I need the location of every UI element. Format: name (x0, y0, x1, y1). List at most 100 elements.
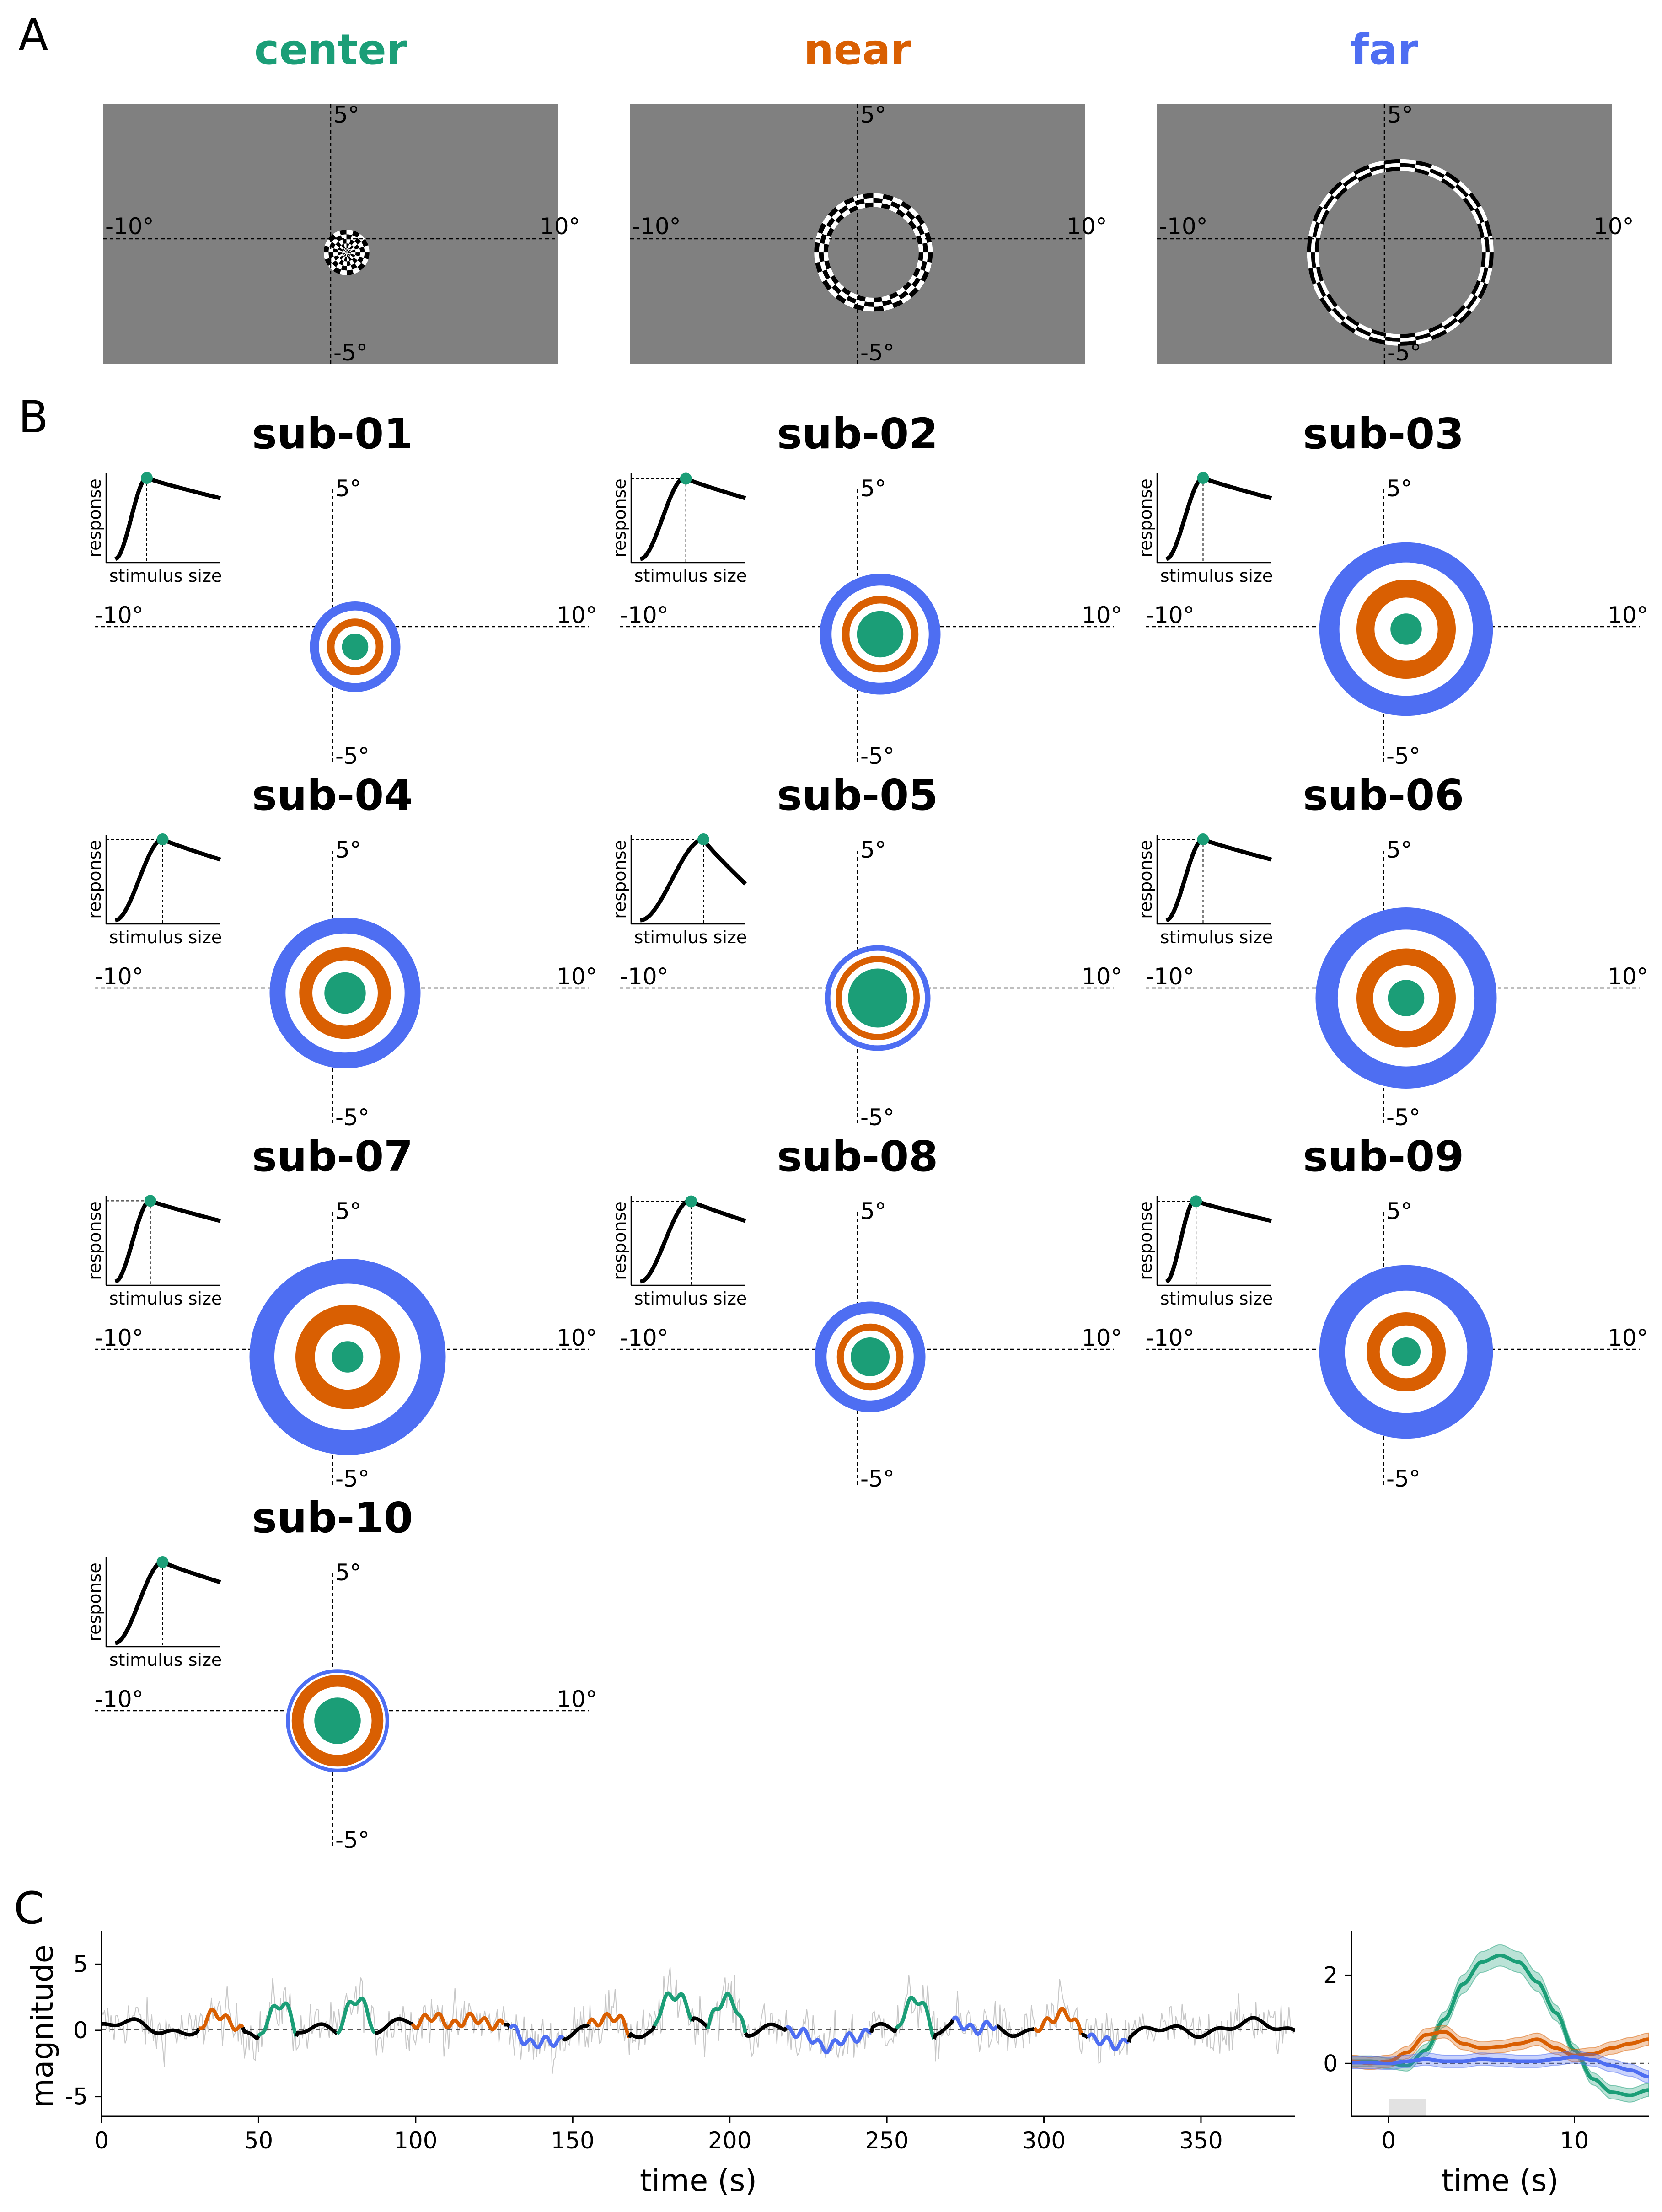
trace-segment-far (951, 2015, 998, 2036)
tick-label-left: -10° (1146, 963, 1195, 990)
trace-segment-baseline (690, 2016, 710, 2030)
tick-label-bottom: -5° (335, 743, 370, 769)
inset-xlabel: stimulus size (634, 566, 747, 586)
trace-segment-baseline (744, 2022, 788, 2038)
x-tick-label: 300 (1022, 2127, 1066, 2154)
center-disk (330, 1340, 365, 1374)
trace-segment-baseline (869, 2022, 898, 2034)
tuning-peak (1197, 833, 1209, 845)
stimulus-title-far: far (1351, 25, 1418, 74)
tuning-curve (114, 1198, 221, 1284)
trace-segment-baseline (241, 2027, 260, 2040)
tick-label-top: 5° (860, 837, 886, 863)
tick-label-bottom: -5° (333, 339, 368, 366)
tick-label-left: -10° (620, 1325, 669, 1351)
trace-segment-center (336, 1996, 376, 2035)
timeseries-xlabel: time (s) (640, 2163, 757, 2198)
tuning-peak (1190, 1195, 1202, 1208)
checkerboard-far (1307, 159, 1494, 346)
center-disk (855, 609, 905, 659)
inset-xlabel: stimulus size (1160, 566, 1273, 586)
tick-label-left: -10° (1159, 213, 1208, 240)
tuning-peak (156, 1556, 169, 1568)
er-x-tick-label: 10 (1560, 2127, 1589, 2154)
raw-signal (102, 1967, 1295, 2074)
tick-label-bottom: -5° (860, 743, 895, 769)
trace-segment-baseline (562, 2023, 590, 2042)
x-tick-label: 150 (551, 2127, 595, 2154)
tick-label-right: 10° (1593, 213, 1634, 240)
panel-label-a: A (18, 10, 48, 61)
event-related-xlabel: time (s) (1442, 2163, 1559, 2198)
tick-label-right: 10° (1608, 963, 1648, 990)
tick-label-right: 10° (557, 602, 597, 628)
tuning-curve (1165, 1198, 1272, 1284)
tick-label-left: -10° (95, 1325, 144, 1351)
tick-label-top: 5° (335, 1559, 361, 1586)
inset-ylabel: response (1136, 478, 1156, 558)
y-tick-label: 5 (73, 1951, 88, 1977)
x-tick-label: 0 (94, 2127, 109, 2154)
panel-label-b: B (18, 392, 48, 443)
tick-label-bottom: -5° (335, 1466, 370, 1492)
tick-label-right: 10° (1608, 1325, 1648, 1351)
tick-label-bottom: -5° (335, 1827, 370, 1853)
tick-label-bottom: -5° (860, 339, 895, 366)
tick-label-top: 5° (1386, 1198, 1412, 1224)
subject-title: sub-01 (252, 409, 413, 458)
trace-segment-center (706, 1992, 747, 2034)
tuning-peak (144, 1195, 156, 1207)
inset-xlabel: stimulus size (1160, 927, 1273, 947)
inset-ylabel: response (1136, 840, 1156, 919)
inset-xlabel: stimulus size (109, 566, 222, 586)
trace-segment-center (257, 2001, 298, 2037)
tick-label-right: 10° (557, 1686, 597, 1713)
x-tick-label: 50 (244, 2127, 273, 2154)
tick-label-bottom: -5° (1386, 743, 1421, 769)
tick-label-right: 10° (1082, 963, 1122, 990)
subject-title: sub-04 (252, 771, 413, 820)
tick-label-right: 10° (540, 213, 580, 240)
inset-xlabel: stimulus size (109, 1650, 222, 1670)
stimulus-window (1389, 2099, 1426, 2116)
tuning-peak (1197, 472, 1209, 484)
stimulus-near: near 5° -5° -10° 10° (630, 25, 1107, 366)
inset-xlabel: stimulus size (1160, 1289, 1273, 1309)
tuning-peak (697, 833, 709, 845)
timeseries-ylabel: magnitude (25, 1944, 60, 2108)
stimulus-title-near: near (804, 25, 911, 74)
trace-segment-far (785, 2025, 872, 2055)
tick-label-bottom: -5° (1387, 339, 1421, 366)
stimulus-center: center 5° -5° -10° 10° (103, 25, 580, 366)
tick-label-left: -10° (620, 963, 669, 990)
tick-label-left: -10° (95, 1686, 144, 1713)
tuning-curve (640, 837, 747, 923)
inset-ylabel: response (1136, 1201, 1156, 1280)
timeseries-chart: 0 50 100 150 200 250 300 350-505 time (s) magni… (25, 1931, 1295, 2198)
trace-segment-near (198, 2007, 245, 2032)
trace-segment-baseline (627, 2025, 656, 2040)
tuning-peak (685, 1195, 697, 1208)
tick-label-left: -10° (632, 213, 681, 240)
subject-title: sub-05 (777, 771, 938, 820)
tick-label-left: -10° (95, 602, 144, 628)
event-related-chart: 0 10 0 2 time (s) (1323, 1931, 1649, 2198)
tick-label-right: 10° (557, 1325, 597, 1351)
tick-label-bottom: -5° (1386, 1466, 1421, 1492)
tick-label-left: -10° (95, 963, 144, 990)
inset-ylabel: response (85, 840, 105, 919)
mean-line-far (1351, 2055, 1649, 2079)
trace-segment-baseline (932, 2019, 954, 2040)
inset-ylabel: response (85, 478, 105, 558)
tick-label-right: 10° (557, 963, 597, 990)
